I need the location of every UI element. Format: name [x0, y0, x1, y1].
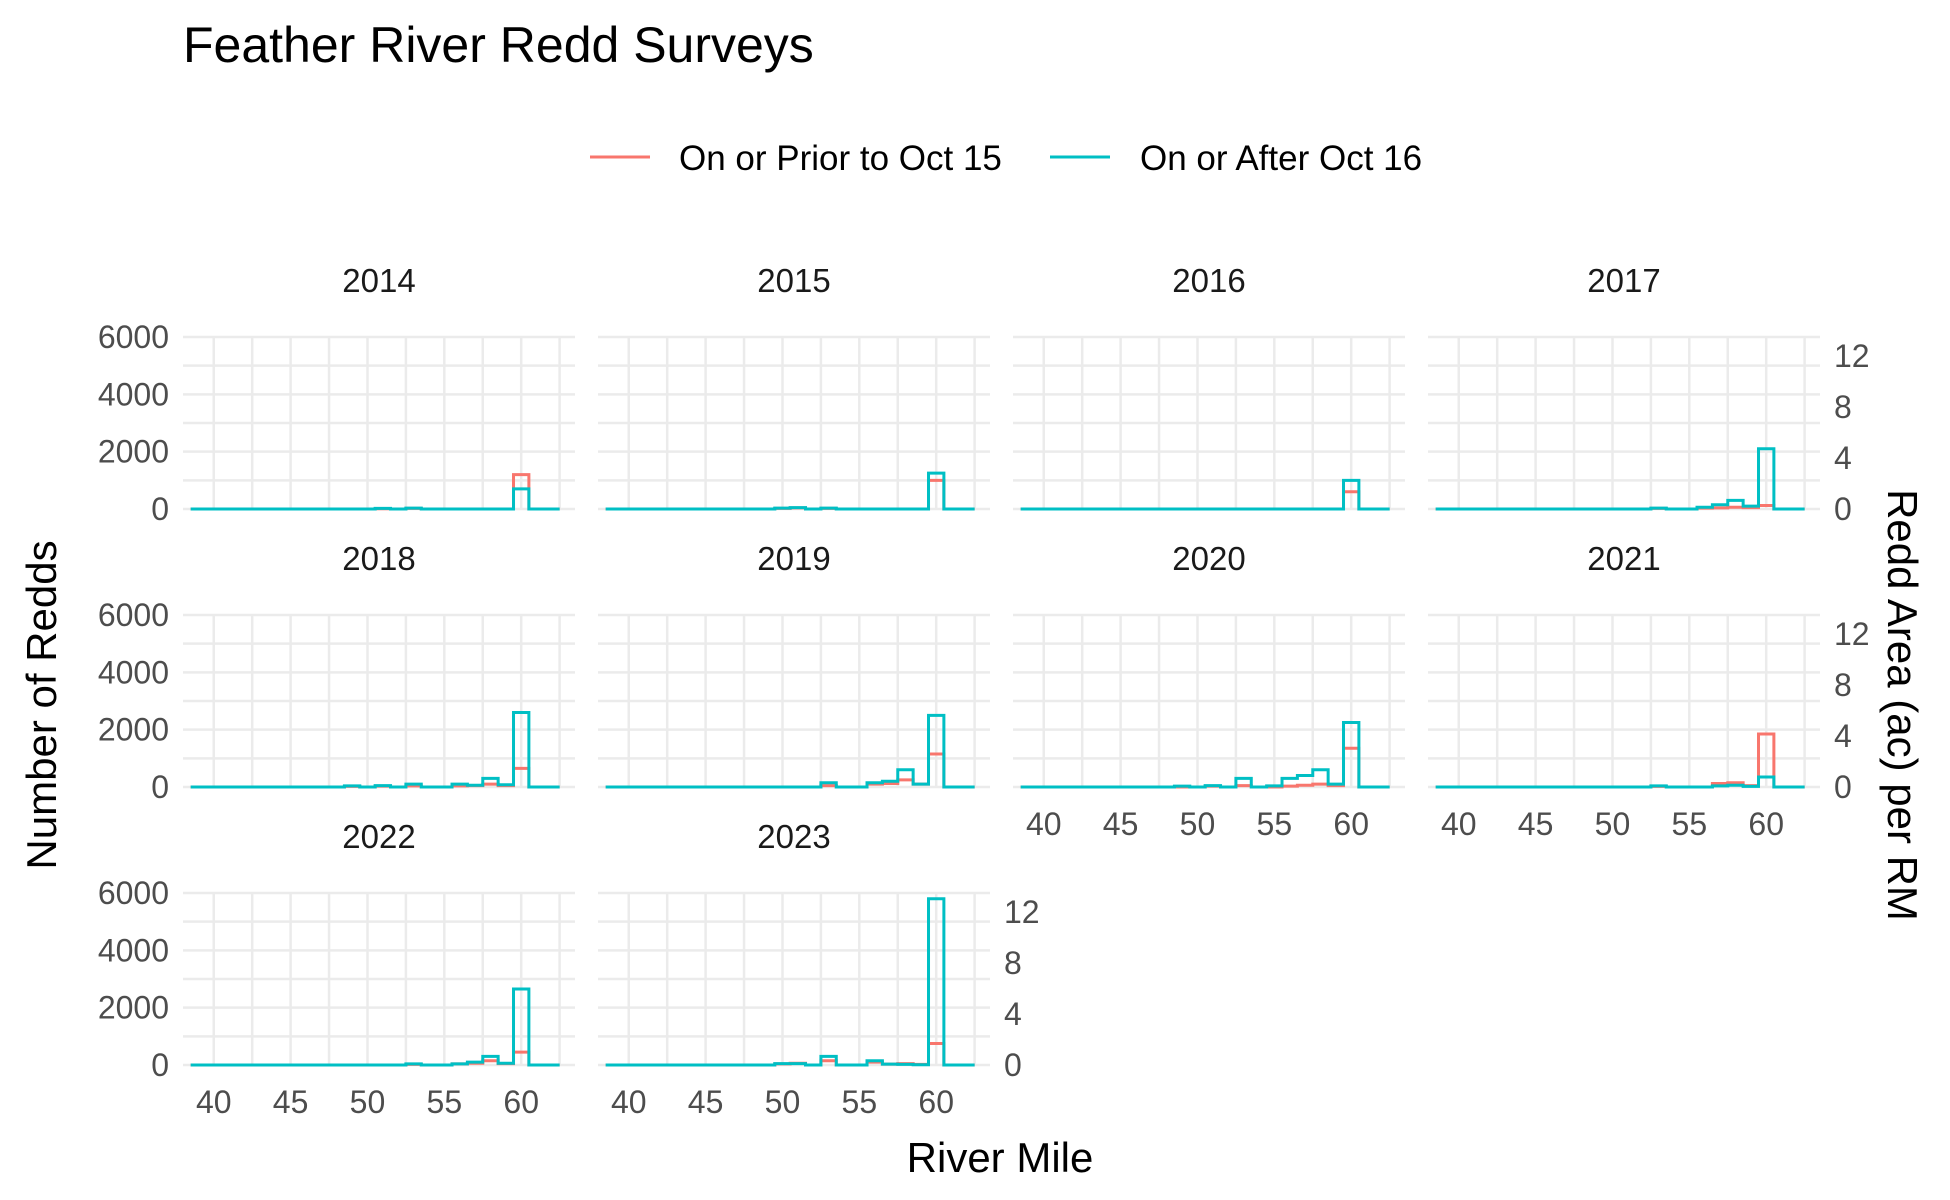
y-axis-title: Number of Redds [18, 540, 65, 869]
series-late-2017 [1435, 447, 1805, 511]
y-tick-label: 2000 [98, 434, 169, 470]
facet-label-2018: 2018 [342, 540, 415, 577]
series-late-2018 [190, 710, 560, 789]
y-tick-label: 0 [151, 769, 169, 805]
y-tick-label: 4000 [98, 932, 169, 968]
x-tick-label: 45 [1103, 806, 1139, 842]
x-tick-label: 40 [611, 1084, 647, 1120]
panel-2015: 2015 [598, 262, 990, 511]
series-early-2021 [1435, 732, 1805, 789]
panel-2016: 2016 [1013, 262, 1405, 511]
y2-tick-label: 0 [1834, 769, 1852, 805]
facet-label-2017: 2017 [1587, 262, 1660, 299]
x-tick-label: 55 [842, 1084, 878, 1120]
series-late-2023 [605, 897, 975, 1067]
facet-label-2016: 2016 [1172, 262, 1245, 299]
x-tick-label: 60 [503, 1084, 539, 1120]
y-tick-label: 0 [151, 1047, 169, 1083]
y2-tick-label: 12 [1834, 616, 1870, 652]
series-late-2016 [1020, 478, 1390, 511]
y-tick-label: 6000 [98, 597, 169, 633]
y2-tick-label: 8 [1004, 945, 1022, 981]
y-tick-label: 2000 [98, 712, 169, 748]
panel-2019: 2019 [598, 540, 990, 789]
series-late-2022 [190, 987, 560, 1067]
facet-label-2015: 2015 [757, 262, 830, 299]
legend-label-late: On or After Oct 16 [1140, 139, 1422, 178]
panel-2018: 2018 0 2000 4000 6000 [98, 540, 575, 805]
series-early-2023 [605, 1042, 975, 1067]
panel-2022: 2022 0 2000 4000 6000 40 45 50 55 60 [98, 818, 575, 1120]
y2-tick-label: 0 [1004, 1047, 1022, 1083]
panel-2023: 2023 0 4 8 12 40 45 50 55 60 [598, 818, 1040, 1120]
series-late-2019 [605, 713, 975, 789]
facet-label-2014: 2014 [342, 262, 415, 299]
series-late-2014 [190, 487, 560, 511]
y-tick-label: 4000 [98, 654, 169, 690]
facet-label-2019: 2019 [757, 540, 830, 577]
y2-tick-label: 4 [1004, 996, 1022, 1032]
legend: On or Prior to Oct 15 On or After Oct 16 [590, 139, 1422, 178]
series-late-2021 [1435, 775, 1805, 789]
y2-tick-label: 0 [1834, 491, 1852, 527]
y-tick-label: 2000 [98, 990, 169, 1026]
facet-label-2021: 2021 [1587, 540, 1660, 577]
x-tick-label: 55 [1257, 806, 1293, 842]
series-late-2020 [1020, 721, 1390, 789]
x-tick-label: 50 [1595, 806, 1631, 842]
x-tick-label: 45 [1518, 806, 1554, 842]
y-tick-label: 6000 [98, 875, 169, 911]
x-tick-label: 60 [1333, 806, 1369, 842]
panel-2021: 2021 0 4 8 12 40 45 50 55 60 [1428, 540, 1870, 842]
legend-label-early: On or Prior to Oct 15 [679, 139, 1002, 178]
chart-title: Feather River Redd Surveys [183, 17, 814, 73]
y-tick-label: 0 [151, 491, 169, 527]
x-axis-title: River Mile [907, 1134, 1094, 1181]
panel-2017: 2017 0 4 8 12 [1428, 262, 1870, 527]
x-tick-label: 40 [196, 1084, 232, 1120]
x-tick-label: 60 [1748, 806, 1784, 842]
x-tick-label: 50 [350, 1084, 386, 1120]
x-tick-label: 40 [1441, 806, 1477, 842]
x-tick-label: 50 [1180, 806, 1216, 842]
x-tick-label: 55 [1672, 806, 1708, 842]
series-early-2015 [605, 478, 975, 511]
x-tick-label: 60 [918, 1084, 954, 1120]
panel-2014: 2014 0 2000 4000 6000 [98, 262, 575, 527]
x-tick-label: 45 [688, 1084, 724, 1120]
y2-tick-label: 12 [1004, 894, 1040, 930]
y2-tick-label: 12 [1834, 338, 1870, 374]
series-early-2016 [1020, 490, 1390, 511]
y2-tick-label: 8 [1834, 389, 1852, 425]
y2-tick-label: 8 [1834, 667, 1852, 703]
y-tick-label: 4000 [98, 376, 169, 412]
facet-label-2022: 2022 [342, 818, 415, 855]
x-tick-label: 45 [273, 1084, 309, 1120]
series-late-2015 [605, 471, 975, 511]
series-early-2020 [1020, 746, 1390, 789]
facet-label-2023: 2023 [757, 818, 830, 855]
x-tick-label: 50 [765, 1084, 801, 1120]
x-tick-label: 55 [427, 1084, 463, 1120]
x-tick-label: 40 [1026, 806, 1062, 842]
panel-2020: 2020 40 45 50 55 60 [1013, 540, 1405, 842]
y2-tick-label: 4 [1834, 718, 1852, 754]
y-tick-label: 6000 [98, 319, 169, 355]
facet-label-2020: 2020 [1172, 540, 1245, 577]
y2-axis-title: Redd Area (ac) per RM [1879, 489, 1926, 921]
y2-tick-label: 4 [1834, 440, 1852, 476]
